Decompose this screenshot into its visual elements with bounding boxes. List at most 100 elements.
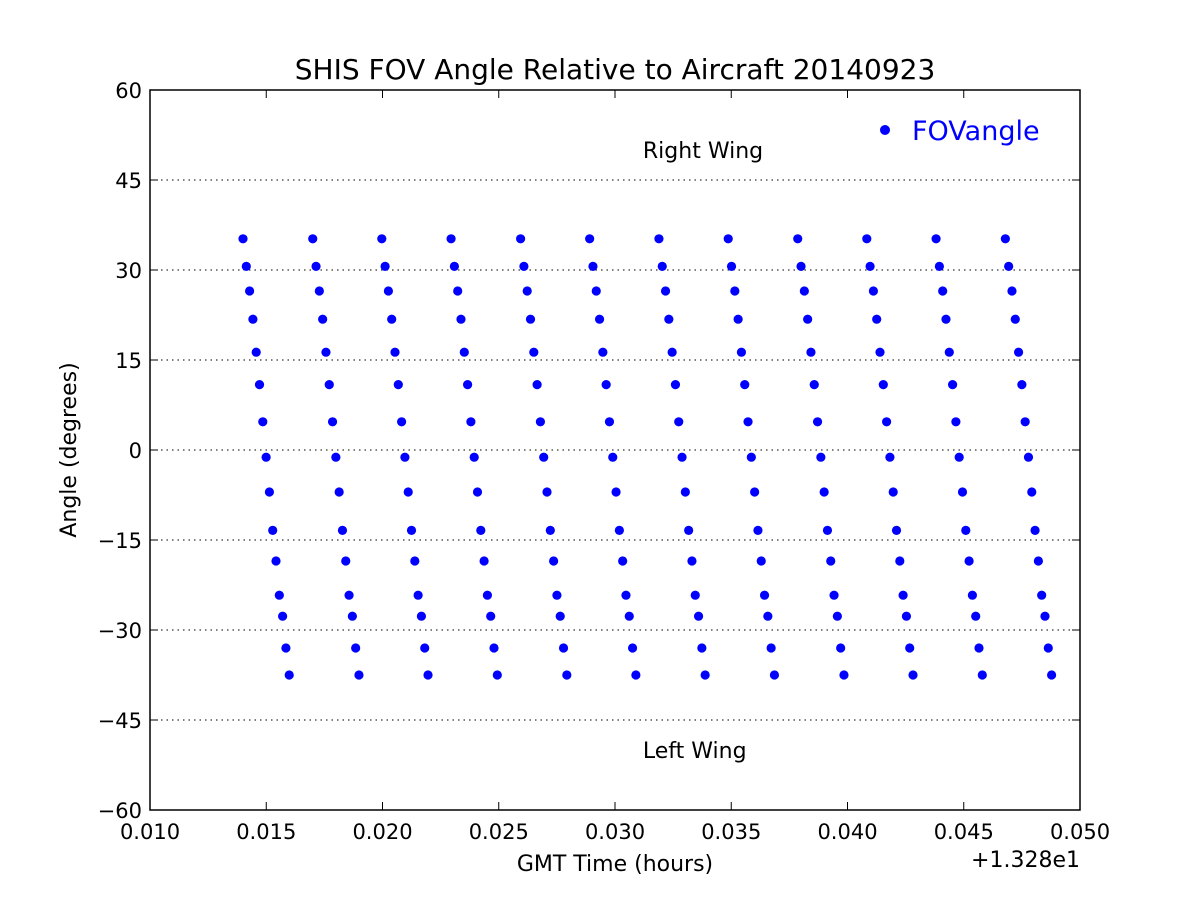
data-point bbox=[753, 525, 763, 536]
x-tick-label: 0.020 bbox=[352, 820, 412, 844]
x-tick-label: 0.040 bbox=[817, 820, 877, 844]
data-point bbox=[545, 525, 555, 536]
chart-title: SHIS FOV Angle Relative to Aircraft 2014… bbox=[295, 53, 936, 86]
data-point bbox=[826, 556, 836, 566]
data-point bbox=[660, 286, 671, 296]
data-point bbox=[865, 261, 875, 271]
data-point bbox=[453, 286, 463, 296]
data-point bbox=[941, 314, 951, 324]
data-point bbox=[723, 234, 733, 244]
data-point bbox=[700, 670, 710, 680]
data-point bbox=[254, 380, 265, 390]
x-tick-label: 0.015 bbox=[236, 820, 296, 844]
data-point bbox=[380, 261, 390, 271]
data-point bbox=[492, 670, 502, 680]
data-point bbox=[351, 643, 361, 653]
data-point bbox=[1030, 525, 1040, 536]
data-point bbox=[654, 234, 664, 244]
data-point bbox=[631, 670, 641, 680]
data-point bbox=[588, 261, 598, 271]
data-points bbox=[238, 234, 1057, 680]
data-point bbox=[905, 643, 915, 653]
data-point bbox=[882, 417, 892, 427]
data-point bbox=[740, 380, 750, 390]
x-tick-label: 0.030 bbox=[585, 820, 645, 844]
data-point bbox=[888, 487, 898, 497]
data-point bbox=[311, 261, 321, 271]
x-axis-label: GMT Time (hours) bbox=[517, 852, 713, 877]
y-tick-label: 15 bbox=[115, 349, 142, 373]
data-point bbox=[327, 417, 338, 427]
data-point bbox=[539, 452, 549, 462]
data-point bbox=[251, 347, 261, 357]
data-point bbox=[591, 286, 601, 296]
x-tick-label: 0.035 bbox=[701, 820, 761, 844]
data-point bbox=[733, 314, 743, 324]
data-point bbox=[809, 380, 819, 390]
data-point bbox=[271, 556, 281, 566]
data-point bbox=[479, 556, 489, 566]
annotations: Right Wing Left Wing bbox=[643, 139, 763, 764]
legend-marker bbox=[880, 125, 890, 135]
annotation-label: Left Wing bbox=[643, 739, 747, 764]
data-point bbox=[532, 380, 542, 390]
data-point bbox=[822, 525, 833, 536]
y-tick-label: −15 bbox=[98, 529, 142, 553]
data-point bbox=[462, 380, 473, 390]
data-point bbox=[684, 525, 694, 536]
x-axis-offset-label: +1.328e1 bbox=[971, 848, 1080, 873]
data-point bbox=[763, 611, 773, 621]
data-point bbox=[1046, 670, 1057, 680]
data-point bbox=[812, 417, 823, 427]
data-point bbox=[611, 487, 621, 497]
data-point bbox=[324, 380, 334, 390]
data-point bbox=[964, 556, 974, 566]
x-tick-label: 0.045 bbox=[934, 820, 994, 844]
data-point bbox=[516, 234, 526, 244]
data-point bbox=[416, 611, 427, 621]
data-point bbox=[403, 487, 413, 497]
data-point bbox=[944, 347, 954, 357]
y-axis-label: Angle (degrees) bbox=[57, 362, 82, 537]
legend: FOVangle bbox=[880, 116, 1040, 147]
data-point bbox=[878, 380, 888, 390]
data-point bbox=[750, 487, 760, 497]
data-point bbox=[819, 487, 829, 497]
data-point bbox=[608, 452, 618, 462]
data-point bbox=[816, 452, 826, 462]
data-point bbox=[931, 234, 941, 244]
data-point bbox=[1037, 590, 1047, 600]
data-point bbox=[542, 487, 552, 497]
data-point bbox=[687, 556, 697, 566]
data-point bbox=[1000, 234, 1010, 244]
data-point bbox=[423, 670, 433, 680]
data-point bbox=[321, 347, 331, 357]
data-point bbox=[347, 611, 357, 621]
data-point bbox=[806, 347, 816, 357]
data-point bbox=[245, 286, 255, 296]
data-point bbox=[664, 314, 674, 324]
legend-label: FOVangle bbox=[912, 116, 1040, 147]
data-point bbox=[469, 452, 479, 462]
data-point bbox=[693, 611, 704, 621]
data-point bbox=[961, 525, 971, 536]
data-point bbox=[400, 452, 410, 462]
data-point bbox=[746, 452, 756, 462]
data-point bbox=[449, 261, 459, 271]
data-point bbox=[261, 452, 271, 462]
data-point bbox=[974, 643, 984, 653]
data-point bbox=[459, 347, 469, 357]
data-point bbox=[793, 234, 803, 244]
data-point bbox=[951, 417, 961, 427]
data-point bbox=[832, 611, 842, 621]
data-point bbox=[1033, 556, 1043, 566]
y-tick-label: −30 bbox=[98, 619, 142, 643]
data-point bbox=[281, 643, 291, 653]
data-point bbox=[397, 417, 407, 427]
data-point bbox=[667, 347, 677, 357]
data-point bbox=[1020, 417, 1030, 427]
data-point bbox=[697, 643, 707, 653]
data-point bbox=[598, 347, 608, 357]
data-point bbox=[680, 487, 690, 497]
